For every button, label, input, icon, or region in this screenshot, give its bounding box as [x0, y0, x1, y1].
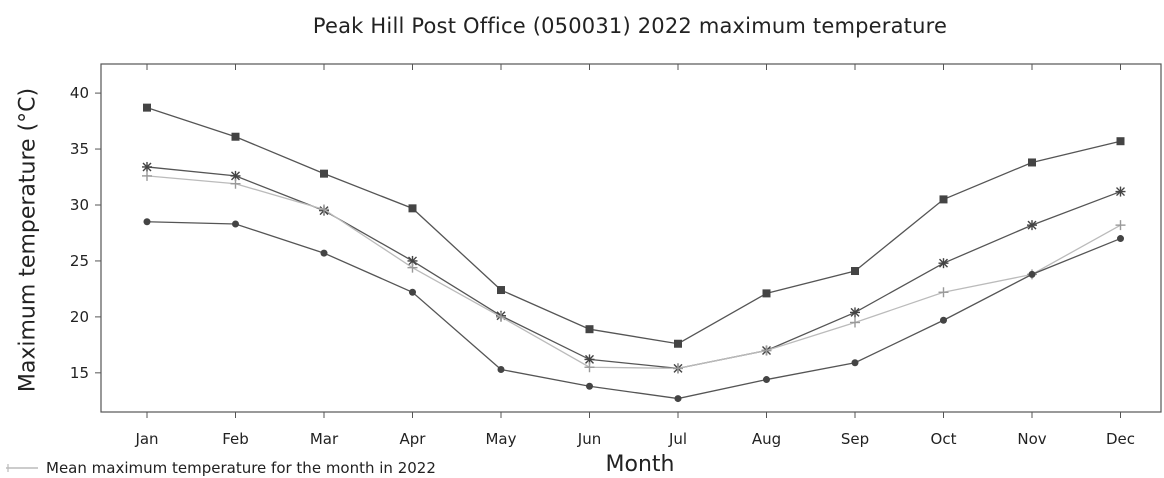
x-tick-label: Feb — [222, 430, 249, 448]
data-point — [673, 363, 683, 374]
legend-swatch — [6, 464, 38, 472]
legend-label: Mean maximum temperature for the month i… — [46, 459, 436, 477]
series-star — [142, 161, 1126, 374]
x-axis-title: Month — [605, 452, 675, 477]
data-point — [850, 307, 860, 318]
data-point — [1027, 220, 1037, 231]
data-point — [496, 311, 506, 322]
series-line — [146, 221, 1121, 400]
data-point — [761, 345, 772, 356]
y-tick-label: 40 — [70, 84, 89, 102]
data-point — [851, 359, 859, 367]
data-point — [142, 161, 152, 172]
data-point — [938, 258, 949, 269]
series-line — [146, 175, 1121, 370]
data-point — [497, 365, 505, 373]
y-tick-label: 15 — [70, 364, 89, 382]
data-point — [231, 132, 240, 141]
x-tick-label: Jul — [668, 430, 687, 448]
data-point — [939, 195, 948, 204]
series-line — [146, 107, 1121, 345]
data-point — [1028, 270, 1036, 278]
legend: Mean maximum temperature for the month i… — [4, 458, 436, 478]
data-point — [143, 103, 151, 112]
data-point — [1117, 235, 1124, 243]
series-line — [146, 166, 1121, 370]
series-plus — [142, 170, 1126, 374]
x-tick-label: May — [485, 430, 516, 448]
y-tick-label: 30 — [70, 196, 89, 214]
data-point — [850, 317, 860, 328]
data-point — [320, 169, 328, 178]
chart-title: Peak Hill Post Office (050031) 2022 maxi… — [312, 14, 948, 38]
data-point — [762, 289, 771, 298]
data-point — [320, 249, 328, 257]
y-tick-label: 20 — [70, 308, 89, 326]
data-point — [143, 218, 151, 226]
data-point — [497, 286, 505, 295]
y-axis: 15 20 25 30 35 40 — [70, 84, 101, 382]
y-tick-label: 25 — [70, 252, 89, 270]
data-point — [763, 376, 770, 384]
data-point — [408, 204, 417, 213]
x-tick-label: Jan — [134, 430, 158, 448]
x-tick-label: Dec — [1106, 430, 1135, 448]
x-tick-label: Oct — [931, 430, 957, 448]
data-point — [584, 362, 595, 373]
x-tick-label: Apr — [400, 430, 427, 448]
data-point — [1115, 220, 1126, 231]
series-circle — [143, 218, 1124, 403]
data-point — [585, 325, 594, 334]
data-point — [1115, 186, 1126, 197]
data-point — [409, 288, 416, 296]
data-point — [232, 220, 239, 228]
data-point — [142, 170, 152, 181]
data-point — [940, 316, 947, 324]
x-tick-label: Aug — [752, 430, 781, 448]
plot-area-frame — [100, 63, 1162, 413]
x-tick-label: Nov — [1017, 430, 1046, 448]
x-tick-label: Sep — [841, 430, 869, 448]
data-point — [407, 262, 418, 273]
x-tick-label: Jun — [577, 430, 601, 448]
data-point — [1116, 137, 1125, 146]
y-tick-label: 35 — [70, 140, 89, 158]
data-point — [1028, 158, 1036, 167]
data-point — [586, 382, 593, 390]
data-point — [674, 395, 682, 403]
series-square — [143, 103, 1125, 348]
x-tick-label: Mar — [310, 430, 339, 448]
data-point — [230, 178, 241, 189]
series-layer — [142, 103, 1126, 403]
data-point — [851, 267, 859, 276]
x-axis: Jan Feb Mar Apr May Jun Jul Aug Sep Oct Nov Dec — [134, 64, 1135, 448]
data-point — [319, 204, 329, 215]
data-point — [938, 287, 949, 298]
data-point — [674, 339, 682, 348]
